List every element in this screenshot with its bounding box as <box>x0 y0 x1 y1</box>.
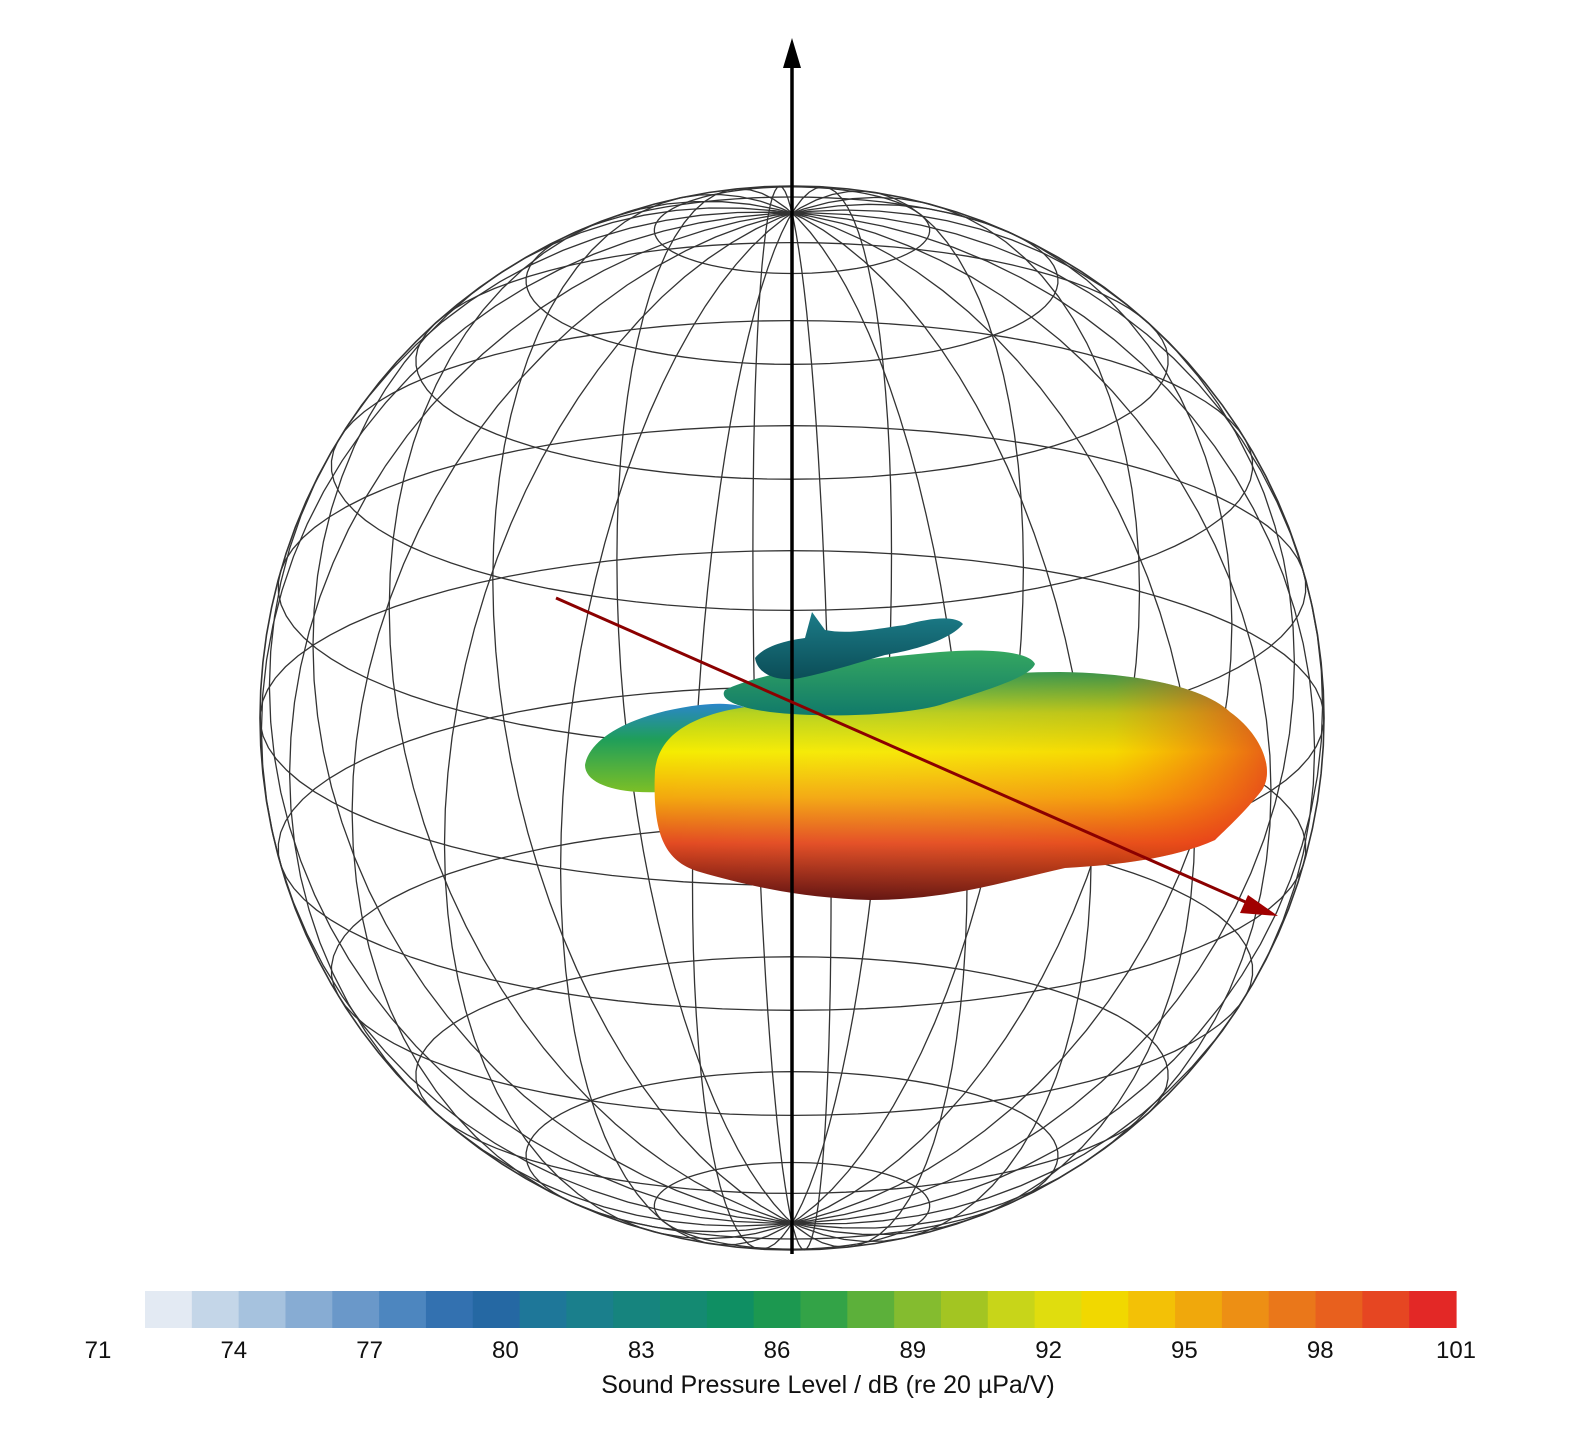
axes <box>555 38 1278 1254</box>
colorbar-cells <box>145 1291 1457 1328</box>
colorbar-tick-label: 71 <box>85 1337 112 1364</box>
sphere-parallel <box>415 241 1169 480</box>
colorbar-cell <box>1034 1291 1083 1328</box>
sphere-parallel <box>415 956 1169 1195</box>
colorbar-cell <box>238 1291 287 1328</box>
colorbar-cell <box>425 1291 474 1328</box>
colorbar-tick-label: 86 <box>764 1337 791 1364</box>
main-axis <box>555 596 1251 906</box>
sphere-parallel <box>330 824 1254 1117</box>
colorbar-tick-label: 101 <box>1436 1337 1476 1364</box>
colorbar-cell <box>1268 1291 1317 1328</box>
colorbar-cell <box>1315 1291 1363 1328</box>
main-axis-arrowhead <box>1240 895 1278 916</box>
colorbar-cell <box>660 1291 708 1328</box>
upper-ridge <box>723 650 1035 716</box>
colorbar-cell <box>285 1291 333 1328</box>
colorbar-cell <box>145 1291 193 1328</box>
vertical-axis-arrowhead <box>783 38 801 68</box>
colorbar-cell <box>191 1291 240 1328</box>
colorbar-tick-label: 83 <box>628 1337 655 1364</box>
sphere-grid <box>259 185 1325 1251</box>
colorbar-cell <box>379 1291 427 1328</box>
colorbar-ticks: 71 74 77 80 83 86 89 92 95 98 101 <box>85 1337 1476 1364</box>
colorbar-cell <box>706 1291 755 1328</box>
colorbar-cell <box>472 1291 521 1328</box>
sphere-parallel <box>525 1071 1059 1240</box>
colorbar-tick-label: 98 <box>1307 1337 1334 1364</box>
sphere-parallel <box>653 186 931 275</box>
colorbar-cell <box>1128 1291 1176 1328</box>
colorbar-cell <box>1081 1291 1129 1328</box>
colorbar-cell <box>1409 1291 1457 1328</box>
sphere-outline <box>259 185 1325 1251</box>
colorbar-cell <box>847 1291 895 1328</box>
colorbar-cell <box>940 1291 989 1328</box>
colorbar-cell <box>613 1291 661 1328</box>
colorbar-cell <box>1175 1291 1223 1328</box>
colorbar-tick-label: 89 <box>899 1337 926 1364</box>
colorbar: 71 74 77 80 83 86 89 92 95 98 101 Sound Pressure L… <box>85 1291 1476 1399</box>
colorbar-tick-label: 77 <box>356 1337 383 1364</box>
colorbar-cell <box>894 1291 942 1328</box>
colorbar-tick-label: 92 <box>1035 1337 1062 1364</box>
top-fin <box>755 612 963 680</box>
colorbar-cell <box>753 1291 802 1328</box>
colorbar-tick-label: 74 <box>220 1337 247 1364</box>
sphere-parallel <box>330 319 1254 612</box>
colorbar-cell <box>800 1291 848 1328</box>
colorbar-title: Sound Pressure Level / dB (re 20 µPa/V) <box>601 1371 1055 1399</box>
colorbar-cell <box>566 1291 614 1328</box>
colorbar-tick-label: 80 <box>492 1337 519 1364</box>
colorbar-cell <box>332 1291 380 1328</box>
colorbar-cell <box>1221 1291 1270 1328</box>
colorbar-tick-label: 95 <box>1171 1337 1198 1364</box>
colorbar-cell <box>519 1291 567 1328</box>
colorbar-cell <box>1362 1291 1410 1328</box>
colorbar-cell <box>987 1291 1036 1328</box>
